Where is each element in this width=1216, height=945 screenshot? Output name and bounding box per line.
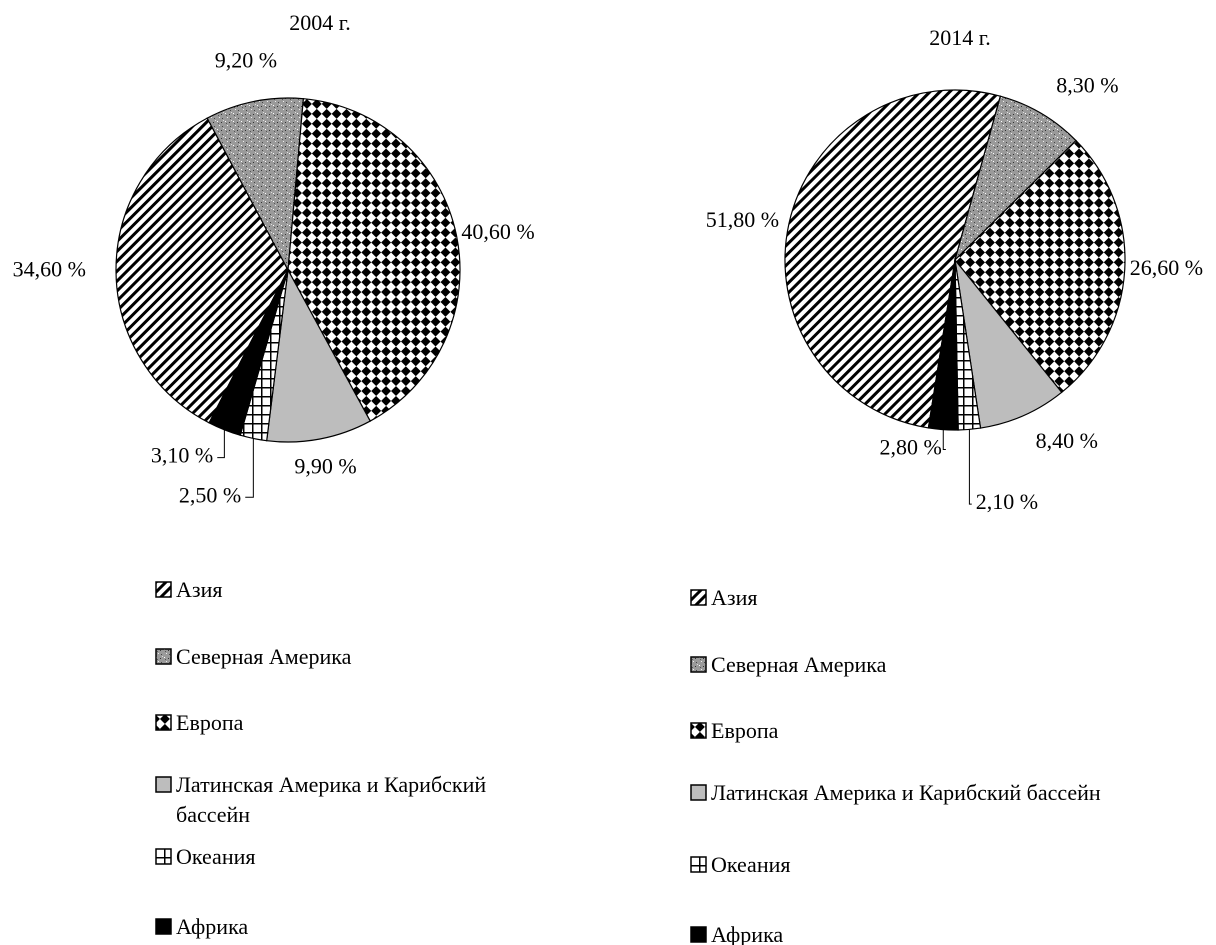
legend-swatch xyxy=(155,848,172,865)
legend-label: Африка xyxy=(711,922,784,945)
legend-item: Латинская Америка и Карибский бассейн xyxy=(155,770,495,830)
legend-item: Латинская Америка и Карибский бассейн xyxy=(690,778,1190,808)
legend-swatch-box xyxy=(155,648,172,665)
chart-title: 2014 г. xyxy=(929,25,991,50)
pie-slice xyxy=(953,95,1077,263)
data-label: 2,10 % xyxy=(976,489,1038,514)
legend-swatch xyxy=(155,581,172,598)
legend-swatch xyxy=(690,926,707,943)
pie-slice xyxy=(784,89,1002,429)
data-label: 8,30 % xyxy=(1056,73,1118,98)
pie-slice xyxy=(954,139,1126,394)
legend-swatch-box xyxy=(690,856,707,873)
legend-swatch xyxy=(690,589,707,606)
legend-item: Европа xyxy=(690,716,1190,746)
legend-item: Африка xyxy=(690,920,1190,945)
legend-item: Азия xyxy=(155,575,495,605)
legend-swatch xyxy=(690,856,707,873)
data-label: 8,40 % xyxy=(1036,428,1098,453)
data-label: 2,50 % xyxy=(179,482,241,507)
pie-slice xyxy=(208,269,289,436)
legend-label: Океания xyxy=(176,844,256,869)
legend-label: Латинская Америка и Карибский бассейн xyxy=(711,780,1101,805)
leader-line xyxy=(942,429,946,451)
pie-slice xyxy=(206,97,305,273)
legend-swatch-box xyxy=(155,714,172,731)
legend-label: Азия xyxy=(176,577,223,602)
legend-swatch xyxy=(155,648,172,665)
legend-swatch-box xyxy=(690,784,707,801)
pie-slice xyxy=(115,117,289,424)
data-label: 26,60 % xyxy=(1130,255,1203,280)
legend-label: Европа xyxy=(176,710,244,735)
legend-swatch xyxy=(690,784,707,801)
data-label: 9,90 % xyxy=(294,454,356,479)
legend-swatch-box xyxy=(155,848,172,865)
legend-swatch-box xyxy=(155,581,172,598)
legend-swatch-box xyxy=(690,656,707,673)
legend-swatch xyxy=(690,656,707,673)
data-label: 51,80 % xyxy=(706,207,779,232)
legend-swatch-box xyxy=(690,722,707,739)
legend-swatch-box xyxy=(690,589,707,606)
legend-label: Африка xyxy=(176,914,249,939)
legend-label: Океания xyxy=(711,852,791,877)
legend-swatch xyxy=(155,776,172,793)
legend-label: Северная Америка xyxy=(711,652,887,677)
legend-label: Северная Америка xyxy=(176,644,352,669)
data-label: 3,10 % xyxy=(151,443,213,468)
legend-label: Европа xyxy=(711,718,779,743)
legend-swatch xyxy=(155,918,172,935)
pie-slice xyxy=(287,98,461,422)
data-label: 9,20 % xyxy=(215,47,277,72)
leader-line xyxy=(968,429,972,505)
pie-slice xyxy=(266,268,372,443)
chart-title: 2004 г. xyxy=(289,10,351,35)
legend-label: Латинская Америка и Карибский бассейн xyxy=(176,772,487,827)
legend-item: Северная Америка xyxy=(155,642,495,672)
legend-swatch xyxy=(155,714,172,731)
legend-item: Океания xyxy=(690,850,1190,880)
pie-slice xyxy=(954,257,1063,429)
legend-swatch-box xyxy=(155,918,172,935)
legend-swatch-box xyxy=(690,926,707,943)
data-label: 2,80 % xyxy=(880,435,942,460)
legend-item: Океания xyxy=(155,842,495,872)
data-label: 34,60 % xyxy=(13,256,86,281)
legend-label: Азия xyxy=(711,585,758,610)
legend-swatch-box xyxy=(155,776,172,793)
legend-item: Северная Америка xyxy=(690,650,1190,680)
legend-item: Азия xyxy=(690,583,1190,613)
legend-item: Европа xyxy=(155,708,495,738)
leader-line xyxy=(217,429,225,459)
legend-swatch xyxy=(690,722,707,739)
data-label: 40,60 % xyxy=(461,219,534,244)
legend-item: Африка xyxy=(155,912,495,942)
leader-line xyxy=(245,438,254,498)
